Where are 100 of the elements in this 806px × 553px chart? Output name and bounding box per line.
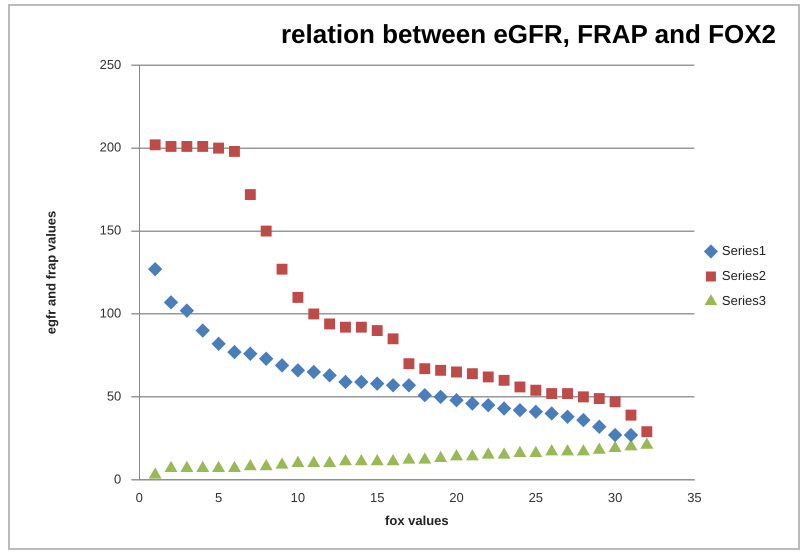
point (292, 456, 304, 467)
y-tick-label: 0 (114, 471, 122, 486)
point (482, 448, 494, 459)
point (561, 444, 574, 456)
point (323, 456, 336, 467)
y-tick-label: 50 (106, 388, 122, 404)
point (322, 368, 337, 382)
point (180, 304, 194, 318)
point (594, 393, 605, 404)
point (180, 461, 193, 472)
point (498, 448, 510, 459)
point (434, 390, 448, 404)
point (514, 446, 526, 458)
point (592, 420, 606, 434)
point (402, 378, 416, 392)
point (528, 404, 543, 419)
point (481, 398, 496, 412)
point (324, 318, 336, 330)
point (260, 226, 272, 236)
point (434, 451, 447, 462)
point (339, 454, 352, 466)
x-tick-label: 5 (214, 490, 222, 506)
point (228, 461, 241, 472)
chart-title: relation between eGFR, FRAP and FOX2 (280, 18, 776, 49)
point (544, 406, 559, 420)
point (530, 446, 542, 458)
point (465, 396, 480, 411)
point (355, 454, 368, 466)
point (371, 454, 384, 466)
point (560, 410, 575, 424)
point (403, 358, 414, 370)
point (356, 322, 367, 333)
y-tick-label: 150 (100, 222, 122, 238)
y-tick-label: 250 (100, 56, 122, 72)
point (338, 374, 352, 389)
x-tick-label: 35 (687, 490, 702, 506)
y-tick-label: 100 (100, 306, 122, 321)
point (166, 141, 176, 152)
point (212, 461, 225, 472)
point (593, 442, 606, 454)
point (514, 381, 526, 392)
x-tick-label: 30 (608, 490, 622, 506)
point (610, 396, 621, 408)
point (370, 376, 384, 391)
point (308, 456, 320, 467)
point (372, 325, 383, 336)
x-tick-label: 0 (136, 490, 143, 506)
point (530, 384, 542, 396)
point (641, 426, 652, 438)
point (546, 388, 558, 400)
point (213, 142, 224, 154)
point (276, 264, 288, 275)
point (608, 441, 622, 452)
point (419, 363, 430, 374)
point (164, 461, 178, 472)
point (482, 372, 494, 382)
point (435, 364, 446, 376)
point (466, 368, 478, 380)
x-tick-label: 10 (290, 490, 306, 506)
point (450, 450, 463, 460)
point (418, 452, 431, 464)
point (244, 460, 256, 470)
point (340, 322, 351, 333)
point (577, 444, 590, 456)
point (386, 454, 400, 466)
point (498, 374, 510, 386)
point (229, 146, 240, 157)
point (418, 388, 432, 402)
point (196, 324, 210, 338)
point (624, 428, 638, 442)
point (244, 189, 256, 200)
point (402, 452, 416, 464)
point (196, 461, 209, 472)
point (451, 366, 462, 378)
point (624, 440, 638, 450)
point (562, 388, 573, 400)
point (148, 262, 162, 276)
legend-label: Series2 (722, 268, 766, 284)
point (512, 403, 527, 418)
point (150, 139, 161, 150)
point (275, 358, 290, 372)
point (388, 333, 399, 344)
legend-label: Series1 (722, 243, 766, 258)
point (576, 413, 590, 428)
point (197, 141, 208, 152)
point (308, 308, 320, 320)
x-tick-label: 25 (528, 490, 544, 506)
x-tick-label: 15 (370, 490, 384, 506)
point (466, 450, 478, 460)
point (546, 444, 558, 456)
point (243, 346, 258, 361)
point (386, 378, 400, 392)
legend-label: Series3 (722, 293, 766, 308)
point (181, 141, 192, 152)
point (164, 295, 178, 310)
x-axis-title: fox values (385, 512, 449, 528)
point (497, 401, 512, 416)
y-axis-title: egfr and frap values (43, 210, 58, 334)
point (276, 458, 288, 469)
point (227, 345, 242, 360)
